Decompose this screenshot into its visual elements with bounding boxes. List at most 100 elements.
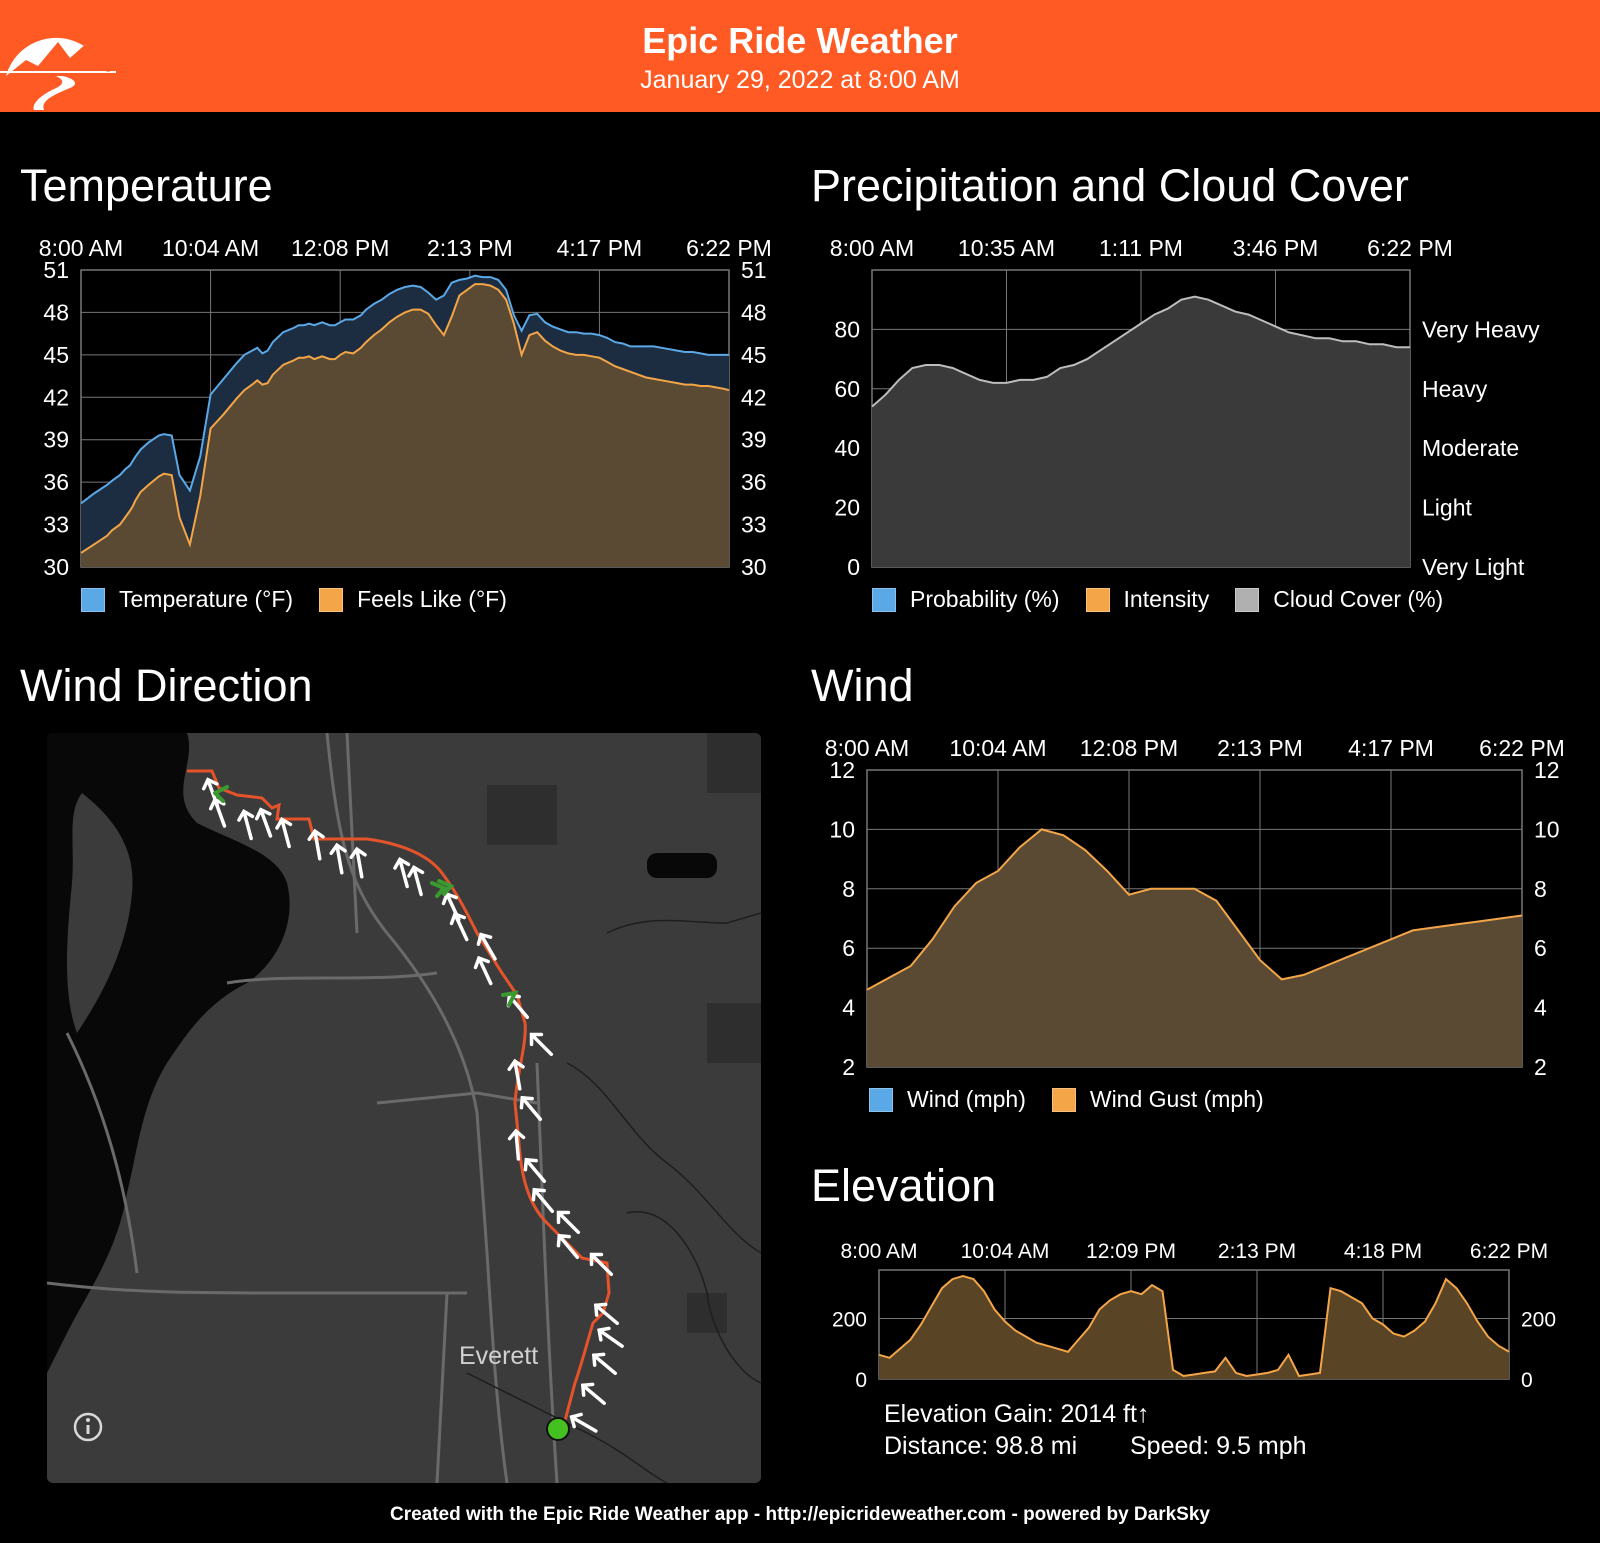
- y-tick-label-right: 45: [741, 342, 767, 368]
- y-tick-label: 30: [43, 554, 69, 580]
- precipitation-legend: Probability (%) Intensity Cloud Cover (%…: [872, 586, 1469, 613]
- x-tick-label: 12:09 PM: [1086, 1240, 1176, 1263]
- app-title: Epic Ride Weather: [642, 20, 958, 61]
- wind-arrow-shape: [329, 842, 347, 875]
- series-line: [866, 828, 1523, 991]
- x-tick-label: 6:22 PM: [1367, 235, 1453, 261]
- legend-wind: Wind (mph): [869, 1086, 1026, 1113]
- route-line: [187, 769, 611, 1434]
- mountain-road-logo: [0, 37, 116, 110]
- wind-arrow-shape: [580, 1382, 607, 1406]
- legend-swatch: [1085, 587, 1110, 612]
- map-parcel: [687, 1293, 727, 1333]
- boundary: [466, 1372, 668, 1483]
- legend-wind-gust: Wind Gust (mph): [1051, 1086, 1264, 1113]
- wind-arrow-shape: [529, 1032, 554, 1057]
- road: [376, 1091, 538, 1105]
- y-tick-label: 0: [847, 554, 860, 580]
- wind-arrow-shape: [237, 809, 255, 841]
- x-tick-label: 10:04 AM: [949, 735, 1046, 761]
- y-tick-label-right: 2: [1534, 1054, 1547, 1080]
- wind-arrows: [201, 777, 624, 1433]
- intensity-label: Moderate: [1422, 435, 1519, 461]
- y-tick-label: 40: [834, 435, 860, 461]
- road: [47, 1281, 467, 1295]
- legend-swatch: [1235, 587, 1260, 612]
- map-parcel: [707, 733, 761, 793]
- precipitation-title: Precipitation and Cloud Cover: [811, 160, 1409, 211]
- wind-arrow: [507, 1128, 526, 1161]
- y-tick-label: 6: [842, 935, 855, 961]
- y-tick-label-right: 6: [1534, 935, 1547, 961]
- wind-arrow: [529, 1032, 554, 1057]
- wind-arrow-shape: [507, 1128, 526, 1161]
- wind-arrow: [275, 817, 293, 849]
- x-tick-label: 4:17 PM: [557, 235, 643, 261]
- island: [87, 1293, 160, 1483]
- y-tick-label: 42: [43, 384, 69, 410]
- wind-direction-title: Wind Direction: [20, 660, 313, 711]
- elevation-chart: 8:00 AM 10:04 AM 12:09 PM 2:13 PM 4:18 PM 6:2…: [832, 1240, 1556, 1392]
- wind-arrow-shape: [449, 911, 469, 942]
- x-tick-label: 8:00 AM: [39, 235, 123, 261]
- x-tick-label: 8:00 AM: [825, 735, 909, 761]
- series-line: [80, 274, 729, 505]
- ride-speed: Speed: 9.5 mph: [1130, 1432, 1307, 1460]
- x-tick-label: 10:35 AM: [958, 235, 1055, 261]
- wind-arrow-shape: [531, 1187, 555, 1214]
- wind-arrow-shape: [523, 1157, 547, 1184]
- x-tick-label: 10:04 AM: [162, 235, 259, 261]
- wind-arrow-shape: [556, 1210, 581, 1235]
- wind-arrow: [449, 911, 469, 942]
- road: [325, 733, 509, 1483]
- legend-label: Wind Gust (mph): [1089, 1086, 1264, 1112]
- island: [67, 793, 133, 1033]
- boundary: [566, 1062, 761, 1254]
- y-tick-label: 51: [43, 257, 69, 283]
- wind-arrow: [237, 809, 255, 841]
- legend-label: Intensity: [1123, 586, 1210, 612]
- y-tick-label: 33: [43, 512, 69, 538]
- x-tick-label: 4:17 PM: [1348, 735, 1434, 761]
- y-tick-label-right: 200: [1521, 1308, 1556, 1331]
- wind-arrow-shape: [591, 1352, 618, 1376]
- x-tick-label: 8:00 AM: [830, 235, 914, 261]
- wind-title: Wind: [811, 660, 914, 711]
- x-tick-label: 2:13 PM: [1218, 1240, 1296, 1263]
- wind-arrow-shape: [275, 817, 293, 849]
- info-icon-circle: [73, 1412, 103, 1442]
- y-tick-label: 20: [834, 495, 860, 521]
- y-tick-label-right: 4: [1534, 995, 1547, 1021]
- temperature-chart: 8:00 AM 10:04 AM 12:08 PM 2:13 PM 4:17 PM 6:2…: [39, 235, 772, 580]
- legend-intensity: Intensity: [1085, 586, 1210, 613]
- wind-arrow-shape: [556, 1233, 580, 1260]
- wind-direction-map[interactable]: Everett: [47, 733, 761, 1483]
- wind-arrow: [507, 1058, 525, 1091]
- y-tick-label: 60: [834, 376, 860, 402]
- temperature-title: Temperature: [20, 160, 273, 211]
- legend-label: Cloud Cover (%): [1273, 586, 1444, 612]
- wind-chart: 8:00 AM 10:04 AM 12:08 PM 2:13 PM 4:17 PM 6:2…: [825, 735, 1565, 1080]
- y-tick-label-right: 0: [1521, 1369, 1533, 1392]
- map-parcel: [707, 1003, 761, 1063]
- y-tick-label-right: 42: [741, 384, 767, 410]
- wind-arrow-shape: [307, 828, 325, 861]
- boundary: [626, 1210, 761, 1384]
- direction-markers: [213, 785, 519, 1007]
- legend-label: Temperature (°F): [119, 586, 294, 612]
- y-tick-label-right: 12: [1534, 757, 1560, 783]
- road: [345, 733, 359, 934]
- wind-arrow-shape: [208, 797, 227, 828]
- y-tick-label-right: 51: [741, 257, 767, 283]
- wind-arrow: [519, 1095, 543, 1122]
- map-parcel: [647, 853, 717, 878]
- ride-distance: Distance: 98.8 mi: [884, 1432, 1078, 1460]
- wind-arrow: [407, 865, 425, 897]
- wind-arrow-shape: [593, 1302, 620, 1326]
- y-tick-label-right: 8: [1534, 876, 1547, 902]
- x-tick-label: 10:04 AM: [961, 1240, 1050, 1263]
- legend-swatch: [869, 1087, 893, 1112]
- series-line: [871, 295, 1410, 408]
- wind-arrow: [556, 1233, 580, 1260]
- info-icon[interactable]: [73, 1412, 103, 1442]
